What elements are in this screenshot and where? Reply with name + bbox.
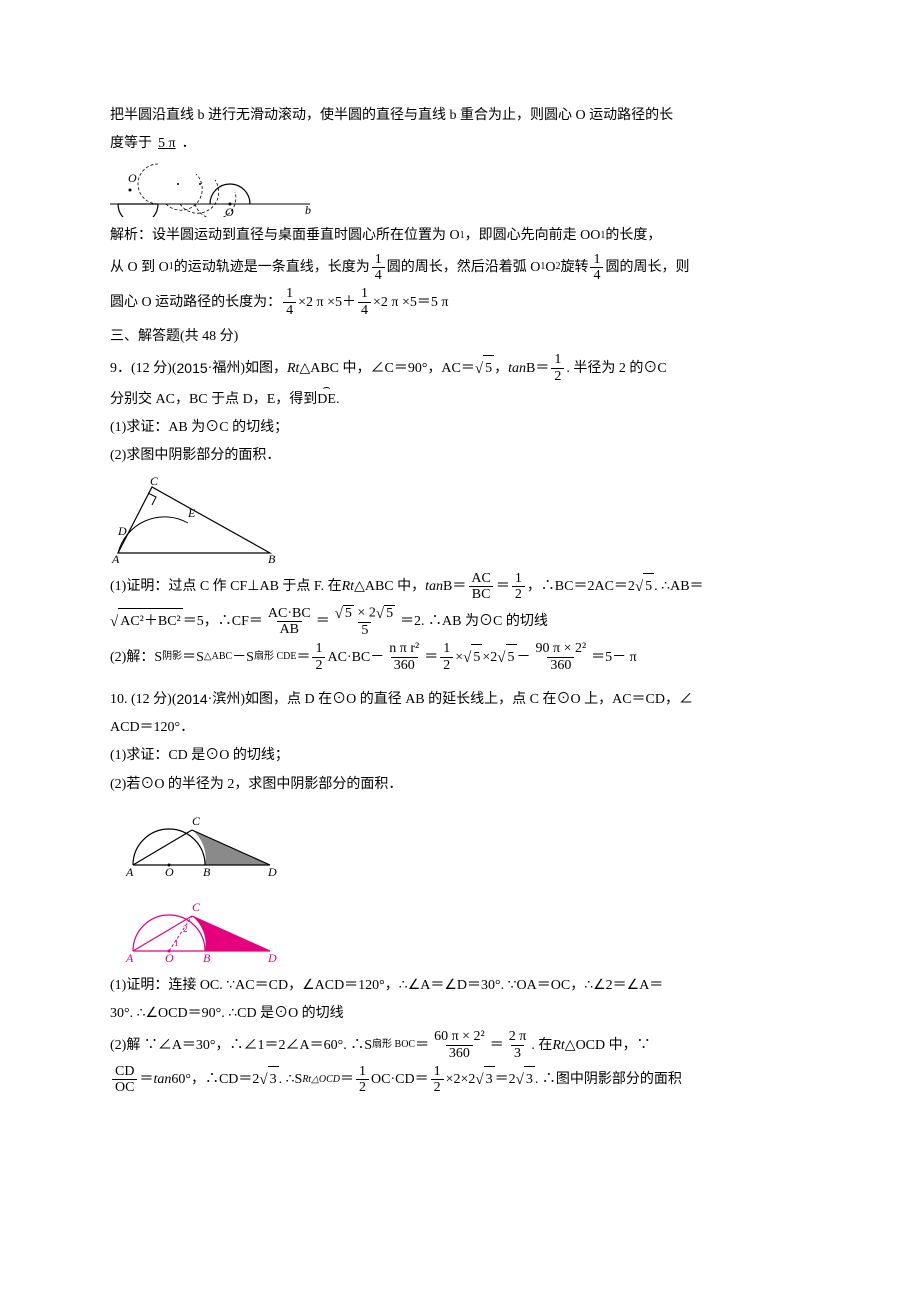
q9-title-a: 9．(12 分)( [110, 356, 177, 381]
q10-part2: (2)若⊙O 的半径为 2，求图中阴影部分的面积． [110, 772, 402, 797]
q9-arc-de: DE [317, 387, 336, 412]
figure-circle-gray: A O B D C [110, 803, 810, 881]
svg-text:D: D [117, 524, 127, 538]
q10-part1: (1)求证：CD 是⊙O 的切线； [110, 743, 289, 768]
intro-answer: 5 π [152, 131, 182, 156]
q10-sol2-a: (2)解 ∵∠A＝30°，∴∠1＝2∠A＝60°. ∴S [110, 1033, 372, 1058]
analysis-eq2: ×2 π ×5＝5 π [373, 290, 448, 315]
q9-sqrt-ab: AC²＋BC² [110, 608, 183, 635]
analysis-line2a: 从 O 到 O [110, 255, 169, 280]
q9-sqrt5-a: 5 [475, 355, 494, 382]
q9-proof-d: ，∴BC＝2AC＝2 [527, 574, 635, 599]
svg-text:B: B [203, 951, 211, 965]
svg-text:E: E [187, 506, 196, 520]
q9-year: 2015 [177, 356, 208, 381]
q9-sol2-a: (2)解：S [110, 645, 162, 670]
frac-14-c: 14 [283, 286, 296, 318]
analysis-text1b: 的长度， [605, 223, 661, 248]
svg-text:O: O [165, 865, 174, 879]
svg-text:B: B [268, 552, 276, 565]
q10-title-b: ·滨州)如图，点 D 在⊙O 的直径 AB 的延长线上，点 C 在⊙O 上，AC… [208, 687, 693, 712]
q9-proof-a: (1)证明：过点 C 作 CF⊥AB 于点 F. 在 [110, 574, 342, 599]
svg-text:B: B [203, 865, 211, 879]
fig1-label-O-top: O [128, 171, 137, 185]
analysis-line2f: 圆的周长，则 [605, 255, 689, 280]
svg-text:D: D [267, 951, 277, 965]
analysis-text1: ，即圆心先向前走 OO [465, 223, 601, 248]
svg-text:C: C [150, 475, 159, 488]
q9-tan-a: tan [508, 356, 526, 381]
q9-part2: (2)求图中阴影部分的面积． [110, 443, 280, 468]
svg-text:2: 2 [183, 924, 188, 934]
q9-half: 12 [551, 352, 564, 384]
analysis-line3a: 圆心 O 运动路径的长度为： [110, 290, 281, 315]
section3-title: 三、解答题(共 48 分) [110, 324, 238, 349]
q10-proof-b: 30°. ∴∠OCD＝90°. ∴CD 是⊙O 的切线 [110, 1001, 344, 1026]
intro-line1: 把半圆沿直线 b 进行无滑动滚动，使半圆的直径与直线 b 重合为止，则圆心 O … [110, 103, 673, 128]
analysis-line2c: 圆的周长，然后沿着弧 O [387, 255, 541, 280]
q9-cf-result: ＝2. ∴AB 为⊙C 的切线 [400, 609, 548, 634]
svg-text:1: 1 [174, 938, 179, 948]
svg-text:A: A [125, 865, 134, 879]
figure-circle-magenta: A O B D C 1 2 [110, 887, 810, 967]
frac-14-b: 14 [590, 252, 603, 284]
q9-part1: (1)求证：AB 为⊙C 的切线； [110, 415, 288, 440]
analysis-eq: ×2 π ×5＋ [298, 290, 356, 315]
svg-text:O: O [165, 951, 174, 965]
frac-14-d: 14 [358, 286, 371, 318]
svg-text:C: C [192, 814, 201, 828]
q10-line2: ACD＝120°． [110, 715, 194, 740]
q10-frac-cdoc: CDOC [112, 1064, 137, 1096]
q10-year: 2014 [177, 687, 208, 712]
q9-proof-b: △ABC 中， [354, 574, 425, 599]
svg-text:C: C [192, 900, 201, 914]
q10-title-a: 10. (12 分)( [110, 687, 177, 712]
q9-rt: Rt [287, 356, 299, 381]
analysis-prefix: 解析：设半圆运动到直径与桌面垂直时圆心所在位置为 O [110, 223, 460, 248]
svg-text:D: D [267, 865, 277, 879]
figure-rolling-semicircle: O O b [110, 162, 810, 217]
analysis-line2b: 的运动轨迹是一条直线，长度为 [174, 255, 370, 280]
figure-triangle-abc: A B C D E [110, 475, 810, 565]
q9-line2a: 分别交 AC，BC 于点 D，E，得到 [110, 387, 317, 412]
svg-text:A: A [125, 951, 134, 965]
intro-period: ． [182, 131, 196, 156]
svg-text:A: A [111, 552, 120, 565]
fig1-label-O-bot: O [225, 205, 234, 217]
fig1-label-b: b [305, 203, 311, 217]
q10-proof-a: (1)证明：连接 OC. ∵AC＝CD，∠ACD＝120°，∴∠A＝∠D＝30°… [110, 973, 663, 998]
q9-title-b: ·福州)如图， [208, 356, 287, 381]
q9-frac-cf-val: 5 × 25 5 [332, 605, 398, 638]
q9-frac-cf: AC·BCAB [265, 606, 314, 638]
intro-line2-prefix: 度等于 [110, 131, 152, 156]
q9-frac-acbc: ACBC [468, 571, 493, 603]
frac-14-a: 14 [372, 252, 385, 284]
